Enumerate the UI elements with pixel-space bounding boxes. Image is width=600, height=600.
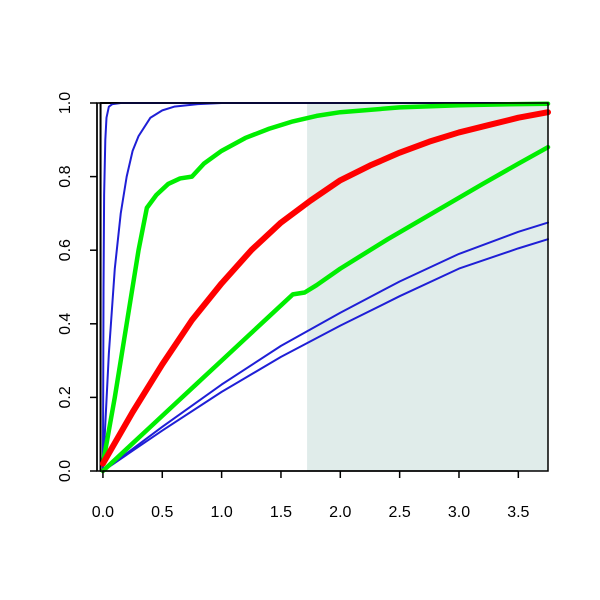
x-tick-label: 0.5 [151, 504, 173, 521]
x-tick-label: 1.0 [210, 504, 232, 521]
x-tick-label: 3.0 [448, 504, 470, 521]
y-tick-label: 0.8 [57, 165, 74, 187]
series-line-4 [101, 221, 549, 472]
series-line-5 [101, 238, 549, 472]
series-line-7 [100, 144, 551, 474]
y-tick-label: 0.6 [57, 239, 74, 261]
plot-frame [96, 102, 549, 472]
y-tick-label: 0.0 [57, 460, 74, 482]
series-line-3 [101, 102, 549, 472]
y-tick-label: 1.0 [57, 92, 74, 114]
shaded-region [307, 103, 548, 471]
x-tick-label: 1.5 [270, 504, 292, 521]
x-tick-label: 3.5 [507, 504, 529, 521]
y-tick-label: 0.4 [57, 313, 74, 335]
x-tick-label: 2.0 [329, 504, 351, 521]
series-line-6 [100, 101, 551, 466]
x-tick-label: 2.5 [389, 504, 411, 521]
series-line-8 [99, 109, 551, 467]
x-tick-label: 0.0 [92, 504, 114, 521]
y-tick-label: 0.2 [57, 386, 74, 408]
